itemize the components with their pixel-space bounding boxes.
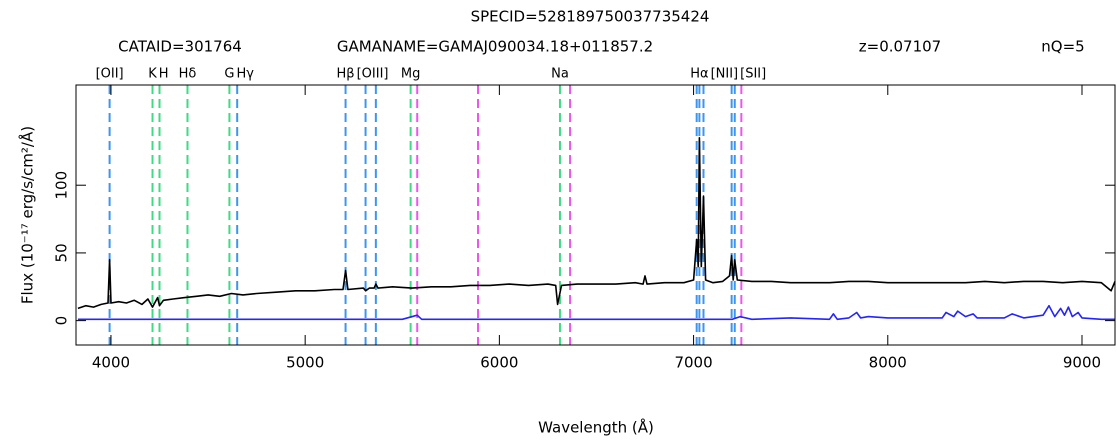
- line-marker-label: Na: [551, 67, 569, 82]
- line-marker-label: [OIII]: [357, 67, 389, 82]
- x-tick-label: 6000: [480, 354, 518, 372]
- plot-frame: [75, 84, 1116, 346]
- header-text: nQ=5: [1041, 38, 1084, 56]
- y-tick-label: 0: [53, 316, 71, 326]
- line-marker-label: Hγ: [236, 67, 254, 82]
- line-marker-label: K: [148, 67, 157, 82]
- spectrum-line: [77, 137, 1116, 310]
- x-tick-label: 9000: [1063, 354, 1101, 372]
- line-marker-label: H: [159, 67, 169, 82]
- x-tick-label: 4000: [92, 354, 130, 372]
- spectrum-line: [77, 304, 1115, 321]
- x-tick-label: 8000: [869, 354, 907, 372]
- y-tick-label: 100: [53, 171, 71, 200]
- line-marker-label: Hα: [690, 67, 708, 82]
- line-marker-label: [SII]: [740, 67, 766, 82]
- y-axis-label: Flux (10⁻¹⁷ erg/s/cm²/Å): [18, 126, 37, 304]
- line-marker-label: Hβ: [337, 67, 355, 82]
- x-tick-label: 7000: [674, 354, 712, 372]
- line-marker-label: [NII]: [711, 67, 739, 82]
- line-marker-label: Mg: [401, 67, 420, 82]
- y-tick-label: 50: [53, 243, 71, 262]
- line-marker-label: G: [224, 67, 234, 82]
- header-text: CATAID=301764: [118, 38, 242, 56]
- x-tick-label: 5000: [286, 354, 324, 372]
- chart-title: SPECID=528189750037735424: [471, 8, 710, 26]
- header-text: z=0.07107: [859, 38, 941, 56]
- header-text: GAMANAME=GAMAJ090034.18+011857.2: [337, 38, 653, 56]
- line-marker-label: Hδ: [179, 67, 197, 82]
- x-axis-label: Wavelength (Å): [538, 418, 654, 437]
- line-marker-label: [OII]: [96, 67, 124, 82]
